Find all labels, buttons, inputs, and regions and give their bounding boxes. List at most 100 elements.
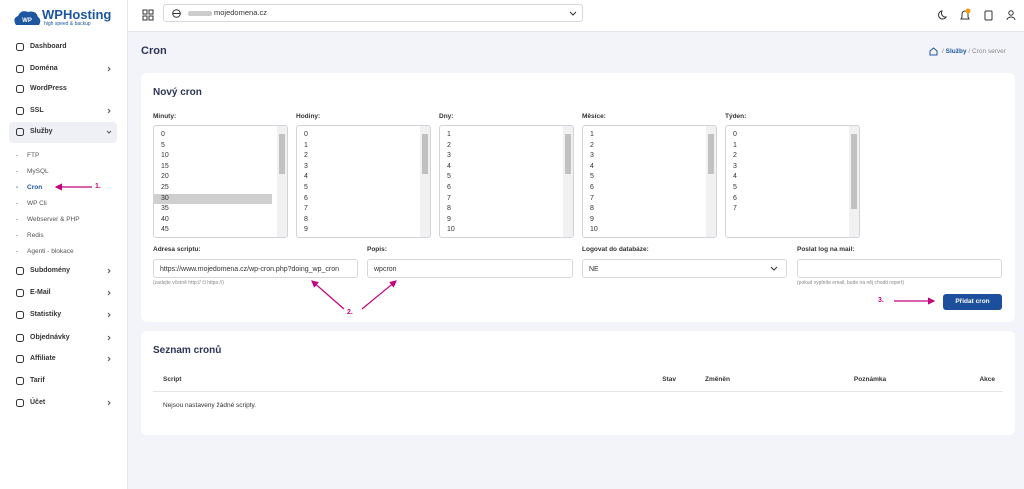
nav-item[interactable]: Účet xyxy=(30,399,46,406)
sub-item: - xyxy=(16,200,19,207)
home-icon[interactable] xyxy=(929,47,938,56)
option[interactable]: 4 xyxy=(590,162,594,170)
add-button[interactable]: Přidat cron xyxy=(943,294,1002,310)
list-label: Hodiny: xyxy=(296,113,321,120)
option[interactable]: 15 xyxy=(161,162,169,170)
multi-select[interactable]: 0 5 10 15 20 25 30 35 40 45 xyxy=(153,125,288,238)
sub-item: - xyxy=(16,152,19,159)
option[interactable]: 5 xyxy=(590,173,594,181)
option[interactable]: 1 xyxy=(304,141,308,149)
nav-item[interactable]: Subdomény xyxy=(30,267,71,274)
option[interactable]: 7 xyxy=(304,205,308,213)
option[interactable]: 7 xyxy=(590,194,594,202)
field-label: Poslat log na mail: xyxy=(797,246,855,253)
sub-item[interactable]: FTP xyxy=(27,152,40,159)
nav-item[interactable]: E-Mail xyxy=(30,289,51,296)
option[interactable]: 4 xyxy=(733,173,737,181)
sub-item[interactable]: Agenti - blokace xyxy=(27,248,74,255)
option[interactable]: 2 xyxy=(590,141,594,149)
nav-item[interactable]: Affiliate xyxy=(30,355,56,362)
option[interactable]: 8 xyxy=(447,205,451,213)
domain: mojedomena.cz xyxy=(214,8,267,17)
sub-item[interactable]: Redis xyxy=(27,232,44,239)
option[interactable]: 2 xyxy=(733,152,737,160)
option[interactable]: 1 xyxy=(733,141,737,149)
option[interactable]: 6 xyxy=(304,194,308,202)
multi-select[interactable]: 0 1 2 3 4 5 6 7 xyxy=(725,125,860,238)
sub-item: - xyxy=(16,184,19,191)
nav-item[interactable]: Objednávky xyxy=(30,334,70,341)
text-input[interactable]: wpcron xyxy=(367,259,573,278)
top-icons[interactable] xyxy=(933,8,1023,22)
option[interactable]: 8 xyxy=(590,205,594,213)
option[interactable]: 30 xyxy=(154,193,272,204)
nav-icon xyxy=(16,267,24,275)
apps-icon[interactable] xyxy=(142,9,154,21)
sub-item[interactable]: Webserver & PHP xyxy=(27,216,80,223)
sub-item[interactable]: Cron xyxy=(27,184,43,191)
field-label: Logovat do databáze: xyxy=(582,246,649,253)
table-rule xyxy=(153,391,1003,392)
crumb[interactable]: Služby xyxy=(945,48,967,55)
text-input[interactable]: https://www.mojedomena.cz/wp-cron.php?do… xyxy=(153,259,358,278)
option[interactable]: 5 xyxy=(447,173,451,181)
nav-item[interactable]: Tarif xyxy=(30,377,45,384)
option[interactable]: 0 xyxy=(161,131,165,138)
select[interactable]: NE xyxy=(582,259,787,278)
nav-item[interactable]: Statistiky xyxy=(30,311,62,318)
empty-message: Nejsou nastaveny žádné scripty. xyxy=(163,402,257,409)
nav-icon xyxy=(16,334,24,342)
nav-item[interactable]: Doména xyxy=(30,65,58,72)
nav-item[interactable]: Dashboard xyxy=(30,43,67,50)
option[interactable]: 0 xyxy=(304,131,308,138)
option[interactable]: 5 xyxy=(733,184,737,191)
text-input[interactable] xyxy=(797,259,1002,278)
option[interactable]: 10 xyxy=(590,226,598,234)
sub-item[interactable]: WP Cli xyxy=(27,200,47,207)
option[interactable]: 2 xyxy=(447,141,451,149)
scrollbar xyxy=(706,126,716,237)
option[interactable]: 3 xyxy=(733,162,737,170)
option[interactable]: 6 xyxy=(590,184,594,191)
option[interactable]: 0 xyxy=(733,131,737,138)
chevron xyxy=(107,356,111,362)
option[interactable]: 4 xyxy=(304,173,308,181)
multi-select[interactable]: 0 1 2 3 4 5 6 7 8 9 xyxy=(296,125,431,238)
option[interactable]: 1 xyxy=(447,131,451,138)
multi-select[interactable]: 1 2 3 4 5 6 7 8 9 10 xyxy=(439,125,574,238)
option[interactable]: 9 xyxy=(304,226,308,234)
option[interactable]: 3 xyxy=(304,162,308,170)
nav-item[interactable]: WordPress xyxy=(30,85,67,92)
option[interactable]: 35 xyxy=(161,205,169,213)
scrollbar xyxy=(420,126,430,237)
option[interactable]: 10 xyxy=(447,226,455,234)
option[interactable]: 7 xyxy=(447,194,451,202)
option[interactable]: 7 xyxy=(733,205,737,213)
multi-select[interactable]: 1 2 3 4 5 6 7 8 9 10 xyxy=(582,125,717,238)
option[interactable]: 5 xyxy=(304,184,308,191)
option[interactable]: 2 xyxy=(304,152,308,160)
scrollbar xyxy=(563,126,573,237)
option[interactable]: 3 xyxy=(590,152,594,160)
option[interactable]: 40 xyxy=(161,215,169,223)
option[interactable]: 6 xyxy=(733,194,737,202)
sub-item[interactable]: MySQL xyxy=(27,168,49,175)
option[interactable]: 20 xyxy=(161,173,169,181)
option[interactable]: 45 xyxy=(161,226,169,234)
option[interactable]: 3 xyxy=(447,152,451,160)
option[interactable]: 10 xyxy=(161,152,169,160)
option[interactable]: 6 xyxy=(447,184,451,191)
option[interactable]: 5 xyxy=(161,141,165,149)
option[interactable]: 8 xyxy=(304,215,308,223)
sidebar: WP WPHosting high speed & backup Dashboa… xyxy=(0,0,128,489)
domain-select[interactable]: mojedomena.cz xyxy=(163,4,583,22)
option[interactable]: 9 xyxy=(447,215,451,223)
option[interactable]: 9 xyxy=(590,215,594,223)
chevron xyxy=(107,268,111,274)
option[interactable]: 25 xyxy=(161,184,169,191)
option[interactable]: 4 xyxy=(447,162,451,170)
option[interactable]: 1 xyxy=(590,131,594,138)
nav-item[interactable]: SSL xyxy=(30,107,44,114)
nav-item[interactable]: Služby xyxy=(30,128,53,135)
